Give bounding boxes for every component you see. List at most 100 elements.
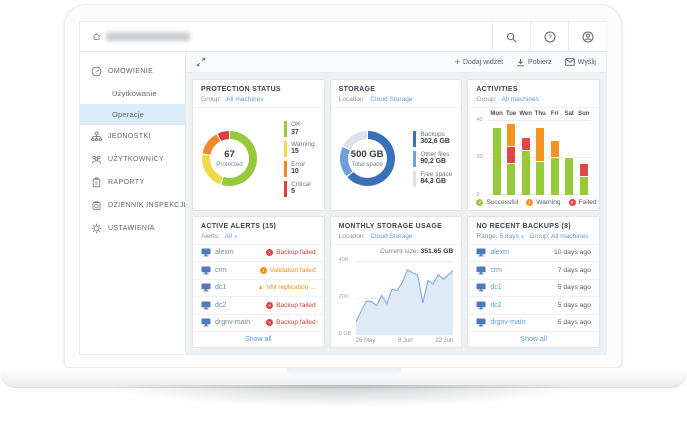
- warning-icon: !: [259, 266, 267, 274]
- panel-active-alerts: ACTIVE ALERTS (15) Alerts: All ∨ alexm × B…: [192, 216, 325, 348]
- laptop-shadow: [50, 385, 637, 433]
- laptop-base: [1, 368, 686, 387]
- panel-monthly-storage-usage: MONTHLY STORAGE USAGE Location: Cloud Sto…: [329, 216, 463, 348]
- show-all-link[interactable]: Show all: [520, 336, 547, 343]
- legend-item-backups: Backups 302,6 GB: [413, 130, 452, 147]
- error-icon: ×: [266, 301, 274, 309]
- warning-triangle-icon: ▲: [257, 284, 264, 291]
- show-all-link[interactable]: Show all: [245, 336, 272, 343]
- legend-warning: ! Warning: [526, 199, 561, 206]
- download-button[interactable]: Pobierz: [516, 58, 552, 67]
- panel-activities: ACTIVITIES Group: All machines Mon Tue Wen T…: [467, 79, 600, 211]
- panel-title: ACTIVE ALERTS (15): [201, 223, 277, 230]
- machine-icon: [201, 266, 211, 275]
- account-button[interactable]: [568, 22, 606, 52]
- help-button[interactable]: ?: [530, 22, 568, 52]
- activities-bars: [489, 120, 591, 195]
- legend-failed: × Failed: [568, 199, 597, 206]
- sidebar-item-reports[interactable]: RAPORTY: [80, 171, 185, 194]
- sidebar-item-label: OMÓWIENIE: [108, 68, 154, 75]
- sidebar-item-label: USTAWIENIA: [108, 225, 155, 232]
- storage-usage-area-chart[interactable]: 400 200 0 GB: [339, 257, 454, 337]
- users-icon: [91, 155, 102, 164]
- panel-title: PROTECTION STATUS: [201, 86, 281, 93]
- activities-legend: ✓ Successful ! Warning × Failed: [476, 195, 597, 207]
- backups-list: alexm 10 days ago crm 7 days ago dc1 5 d…: [468, 245, 599, 332]
- laptop-notch: [286, 368, 401, 377]
- machine-icon: [201, 301, 211, 310]
- audit-icon: [92, 200, 101, 211]
- usage-x-labels: 26 May 8 Jun 22 Jun: [355, 338, 454, 344]
- group-filter[interactable]: Group: All machines: [529, 232, 589, 240]
- search-button[interactable]: [492, 22, 530, 52]
- expand-icon[interactable]: [196, 57, 206, 67]
- alerts-filter-dropdown[interactable]: All ∨: [224, 232, 238, 240]
- add-widget-button[interactable]: + Dodaj widżet: [455, 57, 503, 66]
- alert-row[interactable]: dc2 × Backup failed: [193, 297, 324, 315]
- protection-donut-chart[interactable]: 67 Protected: [202, 131, 257, 187]
- laptop-screen: ? OMÓWIENIE Użytkowanie O: [64, 4, 622, 368]
- sidebar-item-settings[interactable]: USTAWIENIA: [80, 217, 185, 240]
- panel-storage: STORAGE Location: Cloud Storage 500 GB To…: [329, 79, 463, 211]
- sidebar-item-units[interactable]: JEDNOSTKI: [80, 125, 185, 148]
- sidebar-item-usage[interactable]: Użytkowanie: [80, 83, 185, 104]
- gauge-icon: [91, 66, 102, 77]
- range-filter[interactable]: Range: 5 days ∨: [476, 232, 525, 240]
- alerts-list: alexm × Backup failed crm ! Validation fai…: [193, 245, 324, 332]
- total-space-value: 500 GB: [350, 149, 384, 161]
- legend-item-other-files: Other files 90,2 GB: [413, 150, 452, 167]
- error-icon: ×: [266, 249, 274, 257]
- filter-label: Location:: [338, 95, 366, 103]
- alert-row[interactable]: alexm × Backup failed: [193, 245, 324, 262]
- backup-row[interactable]: drgnv-main 5 days ago: [468, 315, 599, 332]
- send-button[interactable]: Wyślij: [565, 58, 596, 66]
- machine-icon: [476, 301, 486, 310]
- protection-legend: OK 37 Warning 15 Error 10 Critical 5: [284, 120, 315, 197]
- location-filter-link[interactable]: Cloud Storage: [370, 95, 413, 103]
- storage-donut-chart[interactable]: 500 GB Total space: [339, 131, 395, 187]
- machine-icon: [201, 283, 211, 292]
- group-filter-link[interactable]: All machines: [501, 95, 539, 103]
- sidebar-item-label: UŻYTKOWNICY: [108, 156, 165, 163]
- area-chart-canvas: [355, 257, 454, 337]
- warning-icon: !: [526, 199, 534, 206]
- backup-row[interactable]: dc1 5 days ago: [468, 280, 599, 297]
- protected-count: 67: [224, 149, 235, 161]
- download-icon: [517, 58, 525, 66]
- alert-row[interactable]: crm ! Validation failed: [193, 262, 324, 280]
- group-filter-link[interactable]: All machines: [226, 95, 264, 103]
- download-label: Pobierz: [528, 58, 552, 66]
- sidebar-item-label: Użytkowanie: [112, 89, 157, 98]
- machine-icon: [476, 248, 486, 257]
- sidebar-item-label: JEDNOSTKI: [108, 133, 151, 140]
- error-icon: ×: [266, 319, 274, 327]
- sidebar-item-audit-log[interactable]: DZIENNIK INSPEKCJI: [80, 194, 186, 217]
- sidebar-item-users[interactable]: UŻYTKOWNICY: [80, 148, 185, 171]
- activities-day-labels: Mon Tue Wen Thu Fri Sat Sun: [490, 110, 590, 117]
- alert-row[interactable]: drgnv-main × Backup failed: [193, 315, 324, 332]
- chevron-down-icon: ∨: [520, 233, 525, 240]
- dashboard-toolbar: + Dodaj widżet Pobierz Wyślij: [186, 52, 606, 73]
- legend-item-ok: OK 37: [284, 120, 315, 137]
- backup-row[interactable]: dc2 5 days ago: [468, 297, 599, 315]
- filter-label: Alerts:: [201, 232, 220, 240]
- successful-icon: ✓: [476, 199, 484, 206]
- sidebar-item-label: Operacje: [112, 110, 145, 119]
- hierarchy-icon: [91, 131, 102, 142]
- legend-item-error: Error 10: [284, 160, 315, 177]
- legend-item-warning: Warning 15: [284, 140, 315, 157]
- alert-row[interactable]: dc1 ▲ VM replication ...: [193, 280, 324, 297]
- backup-row[interactable]: alexm 10 days ago: [468, 245, 599, 262]
- app-window: ? OMÓWIENIE Użytkowanie O: [79, 21, 607, 355]
- filter-label: Group:: [476, 95, 497, 103]
- filter-label: Location:: [338, 232, 366, 240]
- location-filter-link[interactable]: Cloud Storage: [370, 232, 413, 240]
- sidebar-item-overview[interactable]: OMÓWIENIE: [80, 60, 185, 83]
- activities-bar-chart[interactable]: 40 20 0: [476, 117, 591, 198]
- sidebar-item-label: DZIENNIK INSPEKCJI: [108, 202, 186, 209]
- envelope-icon: [565, 58, 575, 66]
- backup-row[interactable]: crm 7 days ago: [468, 262, 599, 280]
- storage-legend: Backups 302,6 GB Other files 90,2 GB Free …: [413, 130, 452, 187]
- sidebar-item-operations[interactable]: Operacje: [80, 104, 185, 125]
